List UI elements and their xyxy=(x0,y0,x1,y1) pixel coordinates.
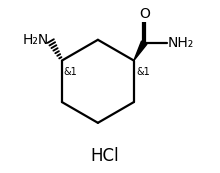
Polygon shape xyxy=(134,41,147,61)
Text: O: O xyxy=(139,7,150,21)
Text: &1: &1 xyxy=(64,67,77,77)
Text: NH₂: NH₂ xyxy=(168,36,194,50)
Text: HCl: HCl xyxy=(90,147,119,165)
Text: &1: &1 xyxy=(136,67,150,77)
Text: H₂N: H₂N xyxy=(23,33,49,47)
